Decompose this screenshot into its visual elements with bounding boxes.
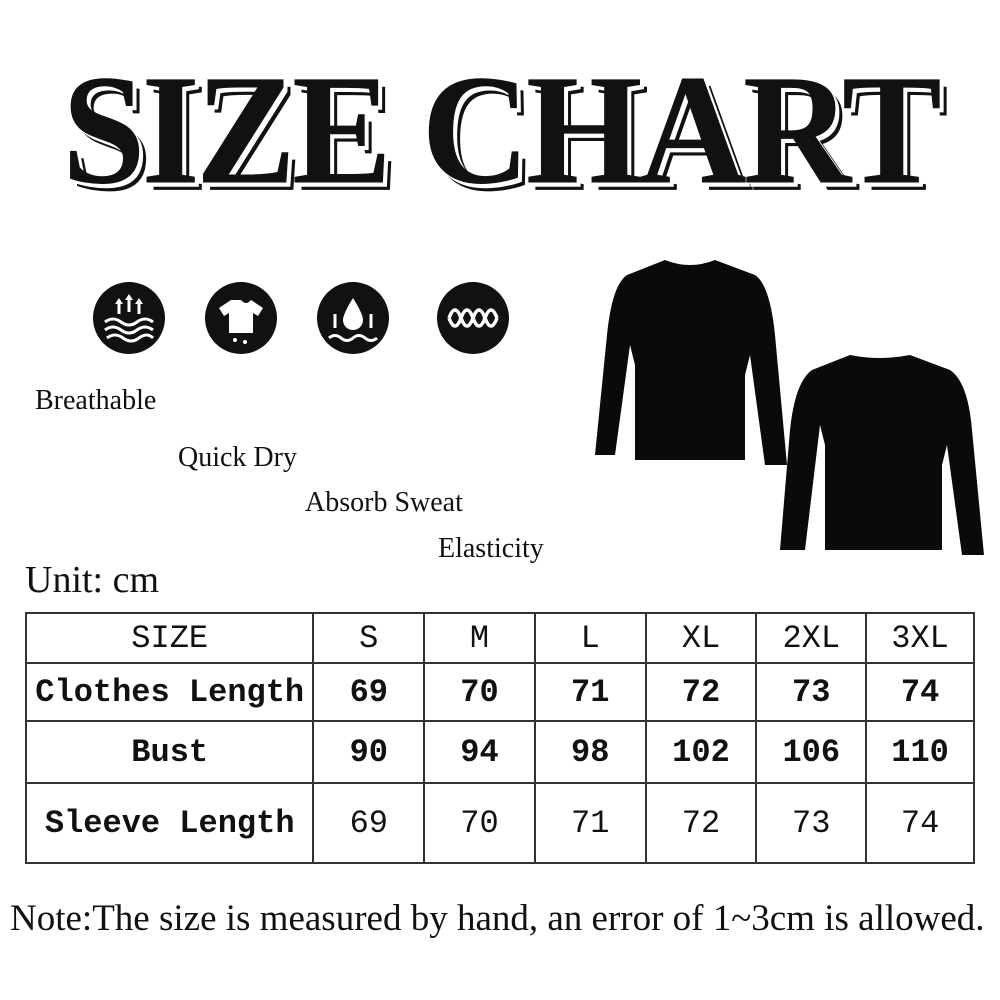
feature-label-quick-dry: Quick Dry <box>178 442 297 473</box>
table-cell: 73 <box>755 662 868 722</box>
table-cell: 98 <box>533 720 647 784</box>
table-cell: 70 <box>423 662 536 722</box>
table-cell: 110 <box>865 720 975 784</box>
header-cell: S <box>312 612 426 664</box>
table-cell: 74 <box>865 782 975 864</box>
header-cell: 3XL <box>865 612 975 664</box>
size-table: SIZE S M L XL 2XL 3XL Clothes Length 69 … <box>24 612 975 864</box>
table-cell: 71 <box>533 782 647 864</box>
table-cell: 90 <box>312 720 426 784</box>
breathable-arrows-waves-icon <box>93 282 165 354</box>
table-cell: 73 <box>755 782 868 864</box>
row-label: Sleeve Length <box>24 782 315 864</box>
table-cell: 72 <box>644 662 758 722</box>
table-cell: 74 <box>865 662 975 722</box>
header-cell: L <box>533 612 647 664</box>
table-cell: 94 <box>423 720 536 784</box>
quick-dry-tshirt-icon <box>205 282 277 354</box>
table-cell: 72 <box>644 782 758 864</box>
table-cell: 69 <box>312 782 426 864</box>
header-cell: XL <box>644 612 758 664</box>
table-header-row: SIZE S M L XL 2XL 3XL <box>24 612 975 664</box>
table-cell: 106 <box>755 720 868 784</box>
absorb-sweat-drop-icon <box>317 282 389 354</box>
feature-label-breathable: Breathable <box>35 385 157 416</box>
row-label: Bust <box>24 720 315 784</box>
header-cell: 2XL <box>755 612 868 664</box>
table-cell: 102 <box>644 720 758 784</box>
feature-label-elasticity: Elasticity <box>438 533 544 564</box>
shirt-front-image <box>595 260 787 465</box>
page-title: SIZE CHART <box>62 42 942 218</box>
row-label: Clothes Length <box>24 662 315 722</box>
table-row: Clothes Length 69 70 71 72 73 74 <box>24 662 975 722</box>
table-cell: 69 <box>312 662 426 722</box>
table-cell: 71 <box>533 662 647 722</box>
shirt-back-image <box>780 355 984 555</box>
elasticity-wave-icon <box>437 282 509 354</box>
header-cell: M <box>423 612 536 664</box>
table-row: Sleeve Length 69 70 71 72 73 74 <box>24 782 975 864</box>
table-row: Bust 90 94 98 102 106 110 <box>24 720 975 784</box>
unit-label: Unit: cm <box>25 559 160 601</box>
table-cell: 70 <box>423 782 536 864</box>
measurement-note: Note:The size is measured by hand, an er… <box>10 898 985 939</box>
feature-label-absorb-sweat: Absorb Sweat <box>305 487 463 518</box>
header-cell: SIZE <box>24 612 315 664</box>
